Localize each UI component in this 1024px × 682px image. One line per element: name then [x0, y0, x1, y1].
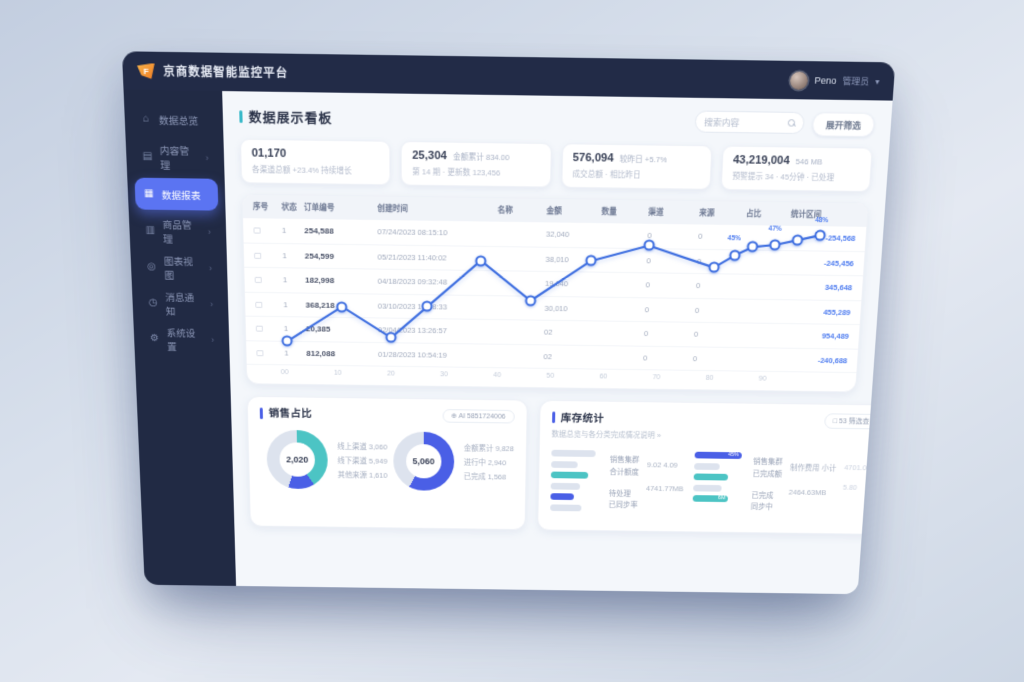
donut-center-value: 5,060	[412, 456, 435, 467]
sidebar-item-products[interactable]: ▥ 商品管理 ›	[136, 215, 219, 248]
sidebar-item-settings[interactable]: ⚙ 系统设置 ›	[141, 323, 223, 355]
app-window: F 京商数据智能监控平台 Peno 管理员 ▾ ⌂ 数据总览 ▤ 内容管理	[121, 51, 896, 595]
main-content: 数据展示看板 搜索内容 展开筛选 01,170	[222, 91, 893, 595]
target-icon: ◎	[147, 261, 157, 273]
stat-value: 576,094	[572, 151, 614, 165]
row-link-value[interactable]: 345,648	[824, 283, 853, 293]
sidebar-item-label: 数据报表	[161, 189, 201, 202]
sidebar: ⌂ 数据总览 ▤ 内容管理 › ▦ 数据报表 ▥ 商品管理 ›	[123, 89, 237, 586]
filter-button[interactable]: 展开筛选	[811, 112, 876, 138]
sidebar-item-label: 消息通知	[165, 292, 195, 318]
sidebar-item-label: 图表视图	[163, 256, 194, 282]
row-type-icon: ▢	[255, 299, 263, 309]
row-link-value[interactable]: -245,456	[823, 258, 855, 268]
search-placeholder: 搜索内容	[703, 116, 740, 128]
sidebar-item-content[interactable]: ▤ 内容管理 ›	[133, 140, 217, 173]
page-title: 数据展示看板	[248, 110, 333, 127]
donut-center-value: 2,020	[286, 454, 309, 465]
bars-card-title: 库存统计	[560, 412, 605, 425]
row-link-value[interactable]: -254,568	[825, 233, 856, 244]
sidebar-item-label: 商品管理	[162, 219, 192, 246]
chevron-right-icon: ›	[208, 262, 213, 273]
stat-extra: 金额累计 834.00	[452, 152, 510, 163]
bar-labels: 销售集群 合计额度 待处理 已同步率	[608, 455, 640, 510]
clock-icon: ◷	[148, 297, 158, 309]
bar-group-2: 45% 6M 销售集群 已完成额 已完成 同步中	[692, 450, 883, 516]
row-link-value[interactable]: 954,489	[821, 331, 850, 341]
stat-sub: 成交总额 · 相比昨日	[572, 169, 641, 180]
stat-cards-row: 01,170 各渠道总额 +23.4% 持续增长 25,304 金额累计 834…	[239, 138, 873, 193]
bar-values: 制作费用 小计 2464.63MB	[788, 463, 837, 497]
row-type-icon: ▢	[255, 323, 264, 333]
stat-card[interactable]: 25,304 金额累计 834.00 第 14 期 · 更新数 123,456	[400, 140, 552, 188]
donut-legend: 线上渠道 3,060 线下渠道 5,949 其他来源 1,610	[337, 441, 388, 480]
home-icon: ⌂	[142, 113, 150, 125]
chevron-right-icon: ›	[207, 226, 212, 237]
row-type-icon: ▢	[254, 275, 263, 285]
row-link-value[interactable]: -240,688	[817, 355, 848, 365]
table-icon: ▦	[143, 188, 154, 200]
user-role: 管理员	[842, 75, 870, 87]
search-icon	[788, 119, 796, 126]
stat-card[interactable]: 43,219,004 546 MB 预警提示 34 · 45分钟 · 已处理	[720, 145, 873, 193]
data-table-card: 序号 状态 订单编号 创建时间 名称 金额 数量 渠道 来源 占比 统计区间 ▢ 1 25…	[241, 193, 870, 393]
sidebar-item-charts[interactable]: ◎ 图表视图 ›	[138, 251, 221, 283]
stat-sub: 各渠道总额 +23.4% 持续增长	[251, 164, 352, 176]
bar-far-values: 4701.05MB 5.80	[842, 463, 883, 492]
chevron-right-icon: ›	[210, 334, 215, 345]
title-accent-bar	[239, 109, 243, 123]
stat-value: 01,170	[251, 147, 287, 161]
row-link-value[interactable]: 455,289	[823, 307, 851, 317]
bar-stack	[549, 448, 602, 512]
stat-value: 25,304	[412, 149, 447, 163]
folder-icon: ▤	[142, 150, 153, 163]
gear-icon: ⚙	[149, 333, 160, 344]
stat-value: 43,219,004	[732, 153, 790, 168]
stat-card[interactable]: 01,170 各渠道总额 +23.4% 持续增长	[239, 138, 391, 186]
donut-card: 销售占比 ⊕ AI 5851724006 2,020 线上渠道 3,060 线下	[246, 395, 528, 531]
bar-values: 9.02 4.09 4741.77MB	[645, 460, 684, 494]
chevron-down-icon[interactable]: ▾	[874, 76, 880, 87]
donut-card-action-button[interactable]: ⊕ AI 5851724006	[442, 408, 515, 424]
user-avatar[interactable]	[790, 71, 809, 90]
chevron-right-icon: ›	[205, 152, 209, 163]
bars-card-subtitle: 数据总览与各分类完成情况说明 »	[551, 429, 662, 440]
chevron-right-icon: ›	[209, 298, 214, 309]
donut-chart-1: 2,020	[266, 429, 329, 490]
bar-group-1: 销售集群 合计额度 待处理 已同步率 9.02 4.09	[549, 448, 685, 513]
title-accent-bar	[259, 407, 263, 419]
stat-extra: 546 MB	[795, 156, 823, 167]
sidebar-item-reports-active[interactable]: ▦ 数据报表	[134, 177, 219, 211]
donut-legend: 金额累计 9,828 进行中 2,940 已完成 1,568	[463, 443, 514, 481]
bar-stack: 45% 6M	[692, 450, 746, 514]
title-accent-bar	[551, 411, 556, 424]
bars-card: 库存统计 □ 53 筛选查看 数据总览与各分类完成情况说明 » 销售集群 合计额	[536, 399, 893, 535]
donut-card-title: 销售占比	[268, 407, 313, 420]
donut-chart-2: 5,060	[393, 431, 455, 491]
sidebar-item-label: 系统设置	[166, 327, 196, 353]
row-type-icon: ▢	[253, 225, 262, 235]
app-title: 京商数据智能监控平台	[163, 65, 289, 81]
stat-card[interactable]: 576,094 较昨日 +5.7% 成交总额 · 相比昨日	[560, 143, 713, 190]
grid-icon: ▥	[145, 224, 156, 237]
row-type-icon: ▢	[256, 348, 265, 357]
search-input[interactable]: 搜索内容	[694, 110, 805, 135]
bar-labels: 销售集群 已完成额 已完成 同步中	[750, 457, 783, 512]
topbar-user-area[interactable]: Peno 管理员 ▾	[790, 71, 880, 90]
stat-sub: 第 14 期 · 更新数 123,456	[412, 167, 501, 178]
bars-card-action-button[interactable]: □ 53 筛选查看	[823, 413, 886, 430]
sidebar-item-messages[interactable]: ◷ 消息通知 ›	[139, 287, 222, 319]
sidebar-item-label: 数据总览	[158, 114, 199, 128]
row-type-icon: ▢	[253, 250, 262, 260]
sidebar-item-overview[interactable]: ⌂ 数据总览	[131, 102, 216, 136]
user-name: Peno	[814, 75, 837, 87]
sidebar-item-label: 内容管理	[159, 145, 190, 172]
stat-extra: 较昨日 +5.7%	[619, 154, 668, 165]
stat-sub: 预警提示 34 · 45分钟 · 已处理	[732, 171, 835, 183]
app-logo-icon: F	[137, 63, 155, 79]
